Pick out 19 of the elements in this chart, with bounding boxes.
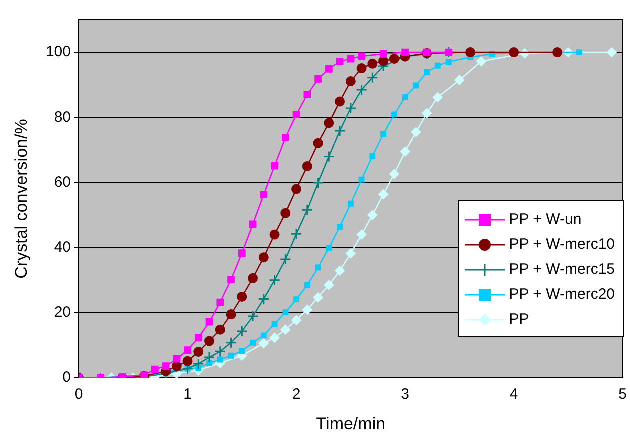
- y-tick-label: 60: [54, 174, 71, 191]
- legend-label: PP + W-merc15: [509, 261, 615, 278]
- x-tick-label: 3: [401, 386, 410, 404]
- y-tick-label: 20: [54, 304, 71, 322]
- y-tick-label: 0: [62, 369, 71, 386]
- legend-label: PP + W-merc20: [509, 286, 615, 303]
- x-axis-title: Time/min: [316, 414, 386, 434]
- x-tick-label: 5: [618, 386, 627, 404]
- legend-label: PP + W-merc10: [509, 236, 615, 253]
- legend-label: PP + W-un: [509, 211, 582, 228]
- legend-label: PP: [509, 311, 530, 328]
- y-tick-label: 40: [54, 238, 71, 256]
- x-tick-label: 4: [510, 386, 518, 404]
- y-axis-title: Crystal conversion/%: [12, 119, 31, 279]
- y-tick-label: 100: [46, 44, 71, 61]
- x-tick-label: 2: [292, 386, 301, 404]
- x-tick-label: 0: [74, 386, 84, 404]
- y-tick-label: 80: [54, 108, 71, 126]
- x-tick-label: 1: [184, 386, 192, 404]
